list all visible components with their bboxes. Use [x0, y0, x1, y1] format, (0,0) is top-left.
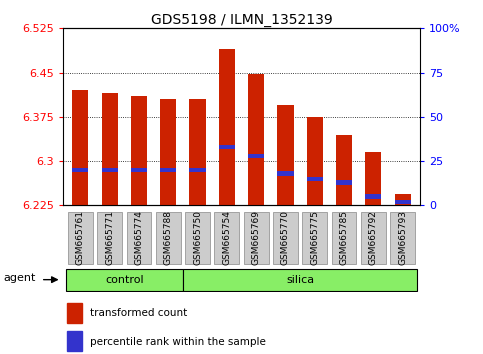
Bar	[189, 99, 206, 205]
Text: GSM665771: GSM665771	[105, 210, 114, 265]
FancyBboxPatch shape	[68, 211, 93, 264]
Bar	[277, 105, 294, 205]
Text: agent: agent	[3, 273, 36, 284]
Title: GDS5198 / ILMN_1352139: GDS5198 / ILMN_1352139	[151, 13, 332, 27]
Bar	[160, 99, 176, 205]
FancyBboxPatch shape	[183, 268, 417, 291]
Text: GSM665793: GSM665793	[398, 210, 407, 265]
Bar	[131, 168, 147, 172]
Bar	[307, 177, 323, 181]
FancyBboxPatch shape	[244, 211, 269, 264]
Bar	[307, 117, 323, 205]
Bar	[72, 168, 88, 172]
Text: silica: silica	[286, 275, 314, 285]
Text: GSM665750: GSM665750	[193, 210, 202, 265]
Text: transformed count: transformed count	[90, 308, 187, 318]
FancyBboxPatch shape	[332, 211, 356, 264]
Text: control: control	[105, 275, 143, 285]
Bar	[67, 303, 82, 323]
Bar	[395, 194, 411, 205]
Bar	[336, 135, 352, 205]
Text: GSM665785: GSM665785	[340, 210, 349, 265]
Bar	[219, 145, 235, 149]
FancyBboxPatch shape	[273, 211, 298, 264]
FancyBboxPatch shape	[97, 211, 122, 264]
Text: GSM665774: GSM665774	[134, 210, 143, 265]
Bar	[277, 171, 294, 176]
Text: GSM665754: GSM665754	[222, 210, 231, 265]
Bar	[395, 200, 411, 204]
FancyBboxPatch shape	[185, 211, 210, 264]
Bar	[101, 93, 118, 205]
Bar	[160, 168, 176, 172]
FancyBboxPatch shape	[390, 211, 415, 264]
Text: GSM665792: GSM665792	[369, 210, 378, 265]
Text: GSM665775: GSM665775	[310, 210, 319, 265]
Bar	[219, 49, 235, 205]
Bar	[72, 90, 88, 205]
Text: percentile rank within the sample: percentile rank within the sample	[90, 337, 266, 347]
Text: GSM665761: GSM665761	[76, 210, 85, 265]
Bar	[67, 331, 82, 351]
Bar	[189, 168, 206, 172]
Bar	[365, 194, 382, 199]
FancyBboxPatch shape	[127, 211, 151, 264]
Text: GSM665769: GSM665769	[252, 210, 261, 265]
Text: GSM665788: GSM665788	[164, 210, 173, 265]
Text: GSM665770: GSM665770	[281, 210, 290, 265]
FancyBboxPatch shape	[156, 211, 181, 264]
FancyBboxPatch shape	[361, 211, 386, 264]
Bar	[101, 168, 118, 172]
FancyBboxPatch shape	[214, 211, 239, 264]
Bar	[248, 74, 264, 205]
Bar	[131, 96, 147, 205]
Bar	[365, 152, 382, 205]
FancyBboxPatch shape	[66, 268, 183, 291]
Bar	[336, 180, 352, 184]
FancyBboxPatch shape	[302, 211, 327, 264]
Bar	[248, 154, 264, 158]
